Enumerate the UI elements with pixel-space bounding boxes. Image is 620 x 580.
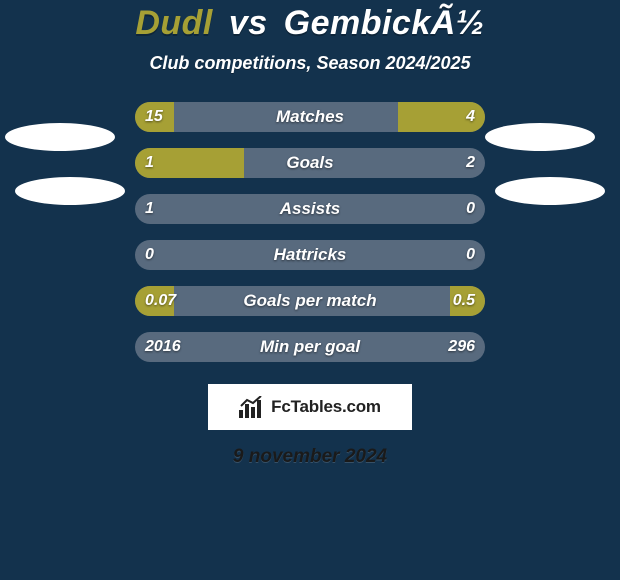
bar-fill-left [135,148,244,178]
stat-row: Hattricks00 [0,240,620,286]
title: Dudl vs GembickÃ½ [0,4,620,43]
vs-label: vs [229,4,268,42]
bar-track [135,148,485,178]
logo-text: FcTables.com [271,397,381,417]
side-ellipse [485,123,595,151]
logo-box: FcTables.com [208,384,412,430]
bar-track [135,102,485,132]
bar-track [135,194,485,224]
bar-fill-right [450,286,485,316]
player2-name: GembickÃ½ [284,4,485,42]
bar-fill-right [398,102,486,132]
player1-name: Dudl [135,4,213,42]
bar-track [135,286,485,316]
bar-fill-left [135,102,174,132]
date: 9 november 2024 [0,446,620,468]
side-ellipse [15,177,125,205]
logo-icon [239,396,265,418]
bar-track [135,240,485,270]
bar-track [135,332,485,362]
side-ellipse [495,177,605,205]
side-ellipse [5,123,115,151]
comparison-card: Dudl vs GembickÃ½ Club competitions, Sea… [0,0,620,580]
bar-fill-left [135,286,174,316]
stat-row: Goals per match0.070.5 [0,286,620,332]
subtitle: Club competitions, Season 2024/2025 [0,53,620,74]
stat-row: Min per goal2016296 [0,332,620,378]
